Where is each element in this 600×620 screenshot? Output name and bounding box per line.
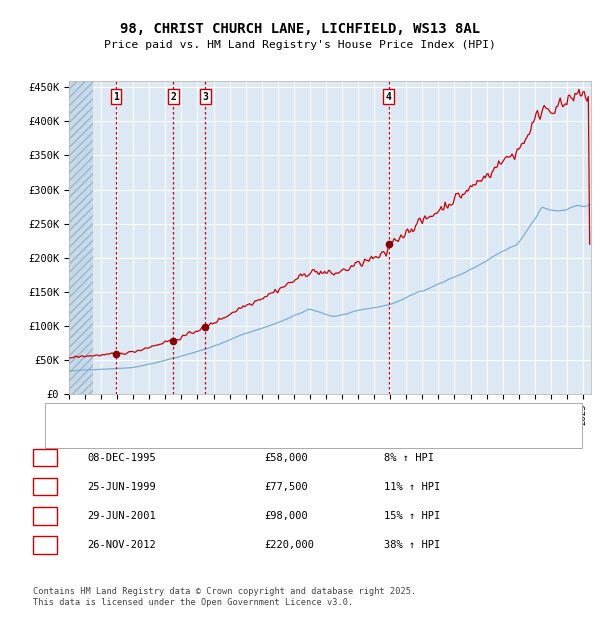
Bar: [69, 81, 93, 394]
Text: 08-DEC-1995: 08-DEC-1995: [87, 453, 156, 463]
Text: £77,500: £77,500: [264, 482, 308, 492]
Text: 4: 4: [42, 540, 48, 550]
Text: 98, CHRIST CHURCH LANE, LICHFIELD, WS13 8AL (semi-detached house): 98, CHRIST CHURCH LANE, LICHFIELD, WS13 …: [90, 410, 472, 420]
Text: 8% ↑ HPI: 8% ↑ HPI: [384, 453, 434, 463]
Text: 38% ↑ HPI: 38% ↑ HPI: [384, 540, 440, 550]
Bar: [69, 81, 93, 394]
Text: 29-JUN-2001: 29-JUN-2001: [87, 511, 156, 521]
Text: 3: 3: [42, 511, 48, 521]
Text: 26-NOV-2012: 26-NOV-2012: [87, 540, 156, 550]
Text: 15% ↑ HPI: 15% ↑ HPI: [384, 511, 440, 521]
Text: 4: 4: [386, 92, 392, 102]
Text: 2: 2: [42, 482, 48, 492]
Text: £220,000: £220,000: [264, 540, 314, 550]
Text: 25-JUN-1999: 25-JUN-1999: [87, 482, 156, 492]
Text: £98,000: £98,000: [264, 511, 308, 521]
Text: £58,000: £58,000: [264, 453, 308, 463]
Text: 1: 1: [42, 453, 48, 463]
Text: ——: ——: [56, 429, 71, 442]
Text: 1: 1: [113, 92, 119, 102]
Text: 98, CHRIST CHURCH LANE, LICHFIELD, WS13 8AL: 98, CHRIST CHURCH LANE, LICHFIELD, WS13 …: [120, 22, 480, 36]
Text: 11% ↑ HPI: 11% ↑ HPI: [384, 482, 440, 492]
Text: ——: ——: [56, 409, 71, 422]
Text: Price paid vs. HM Land Registry's House Price Index (HPI): Price paid vs. HM Land Registry's House …: [104, 40, 496, 50]
Text: Contains HM Land Registry data © Crown copyright and database right 2025.
This d: Contains HM Land Registry data © Crown c…: [33, 587, 416, 606]
Text: HPI: Average price, semi-detached house, Lichfield: HPI: Average price, semi-detached house,…: [90, 430, 384, 441]
Text: 3: 3: [202, 92, 208, 102]
Text: 2: 2: [170, 92, 176, 102]
